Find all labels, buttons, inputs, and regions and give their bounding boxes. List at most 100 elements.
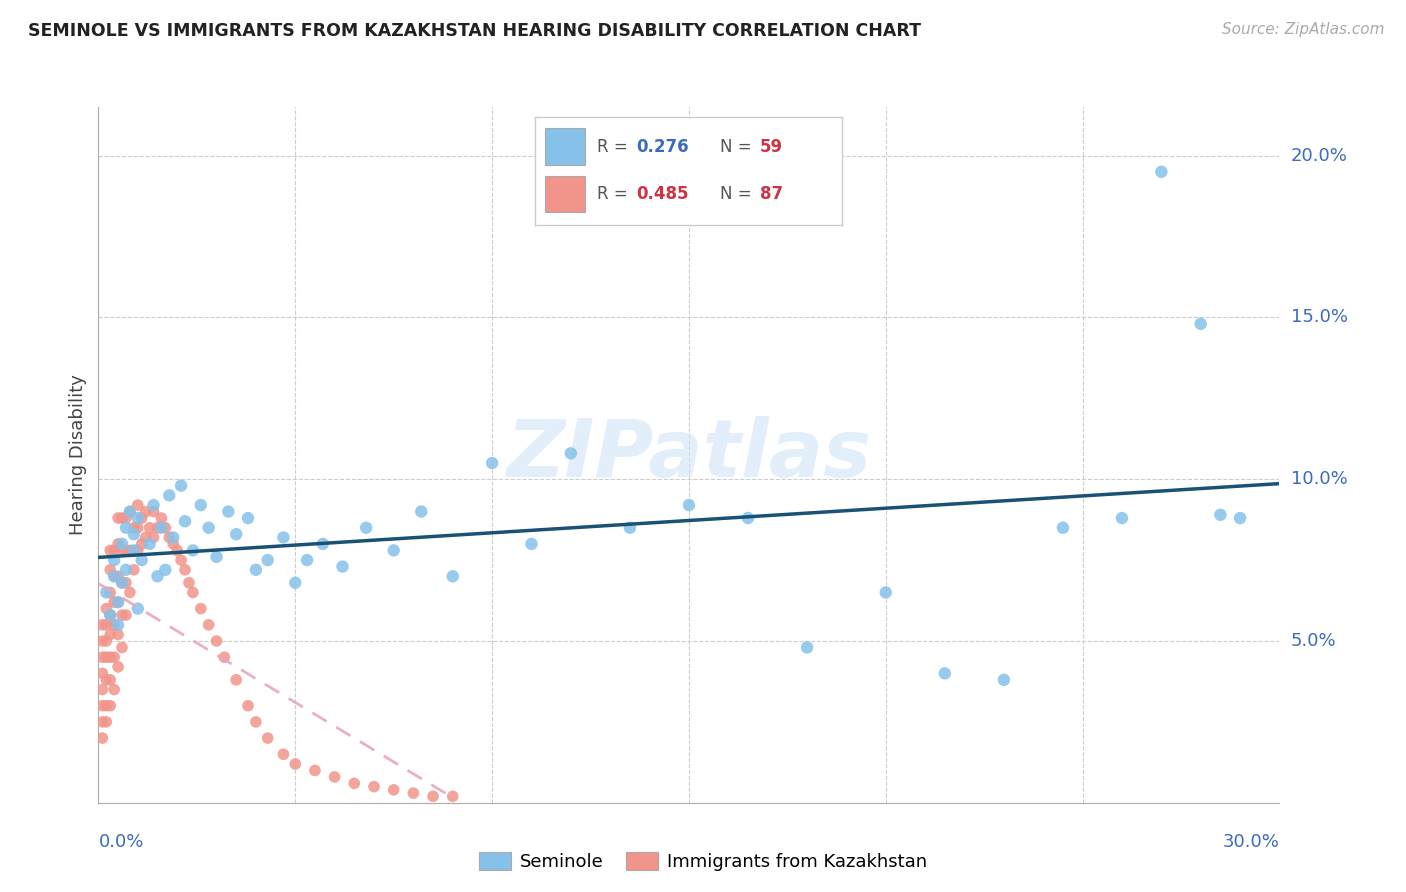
- Point: [737, 511, 759, 525]
- Point: [98, 650, 121, 665]
- Point: [107, 660, 129, 674]
- Point: [560, 446, 582, 460]
- Point: [103, 569, 125, 583]
- Point: [619, 521, 641, 535]
- Point: [225, 527, 247, 541]
- Point: [122, 543, 145, 558]
- Point: [103, 543, 125, 558]
- Point: [934, 666, 956, 681]
- Point: [122, 563, 145, 577]
- Point: [107, 569, 129, 583]
- Point: [481, 456, 503, 470]
- Point: [118, 504, 141, 518]
- Point: [91, 731, 114, 745]
- Point: [162, 531, 184, 545]
- Point: [111, 575, 134, 590]
- Point: [190, 498, 212, 512]
- Point: [98, 698, 121, 713]
- Point: [146, 569, 169, 583]
- Point: [96, 601, 118, 615]
- Point: [98, 608, 121, 623]
- Point: [150, 521, 173, 535]
- Point: [354, 521, 377, 535]
- Point: [91, 617, 114, 632]
- Point: [190, 601, 212, 615]
- Point: [96, 673, 118, 687]
- Point: [135, 504, 157, 518]
- Point: [111, 608, 134, 623]
- Point: [103, 569, 125, 583]
- Point: [441, 569, 464, 583]
- Point: [118, 504, 141, 518]
- Point: [96, 585, 118, 599]
- Point: [111, 537, 134, 551]
- Point: [115, 511, 138, 525]
- Point: [177, 575, 200, 590]
- Point: [111, 640, 134, 655]
- Point: [245, 714, 267, 729]
- Point: [236, 511, 259, 525]
- Text: 30.0%: 30.0%: [1223, 833, 1279, 851]
- Point: [98, 543, 121, 558]
- Text: 10.0%: 10.0%: [1291, 470, 1347, 488]
- Point: [96, 714, 118, 729]
- Point: [411, 504, 433, 518]
- Point: [520, 537, 543, 551]
- Point: [142, 531, 165, 545]
- Point: [382, 782, 405, 797]
- Point: [91, 650, 114, 665]
- Point: [1209, 508, 1232, 522]
- Point: [91, 714, 114, 729]
- Point: [273, 531, 295, 545]
- Point: [796, 640, 818, 655]
- Point: [256, 731, 278, 745]
- Point: [162, 537, 184, 551]
- Text: SEMINOLE VS IMMIGRANTS FROM KAZAKHSTAN HEARING DISABILITY CORRELATION CHART: SEMINOLE VS IMMIGRANTS FROM KAZAKHSTAN H…: [28, 22, 921, 40]
- Point: [382, 543, 405, 558]
- Point: [284, 756, 307, 771]
- Point: [138, 521, 160, 535]
- Point: [107, 595, 129, 609]
- Point: [98, 585, 121, 599]
- Point: [91, 698, 114, 713]
- Text: 20.0%: 20.0%: [1291, 146, 1347, 165]
- Point: [343, 776, 366, 790]
- Y-axis label: Hearing Disability: Hearing Disability: [69, 375, 87, 535]
- Point: [131, 553, 153, 567]
- Point: [214, 650, 236, 665]
- Point: [146, 521, 169, 535]
- Point: [1052, 521, 1074, 535]
- Text: 0.0%: 0.0%: [98, 833, 143, 851]
- Point: [1189, 317, 1212, 331]
- Point: [107, 511, 129, 525]
- Point: [142, 504, 165, 518]
- Point: [122, 527, 145, 541]
- Text: 15.0%: 15.0%: [1291, 309, 1347, 326]
- Point: [98, 563, 121, 577]
- Point: [91, 682, 114, 697]
- Point: [103, 553, 125, 567]
- Point: [98, 673, 121, 687]
- Point: [107, 627, 129, 641]
- Point: [323, 770, 346, 784]
- Point: [332, 559, 354, 574]
- Point: [174, 563, 197, 577]
- Point: [111, 511, 134, 525]
- Point: [284, 575, 307, 590]
- Point: [304, 764, 326, 778]
- Point: [441, 789, 464, 804]
- Point: [91, 634, 114, 648]
- Point: [256, 553, 278, 567]
- Point: [312, 537, 335, 551]
- Point: [127, 543, 149, 558]
- Point: [111, 543, 134, 558]
- Point: [295, 553, 318, 567]
- Point: [197, 617, 219, 632]
- Point: [155, 563, 177, 577]
- Point: [131, 537, 153, 551]
- Point: [155, 521, 177, 535]
- Point: [1150, 165, 1173, 179]
- Point: [96, 634, 118, 648]
- Point: [96, 698, 118, 713]
- Point: [245, 563, 267, 577]
